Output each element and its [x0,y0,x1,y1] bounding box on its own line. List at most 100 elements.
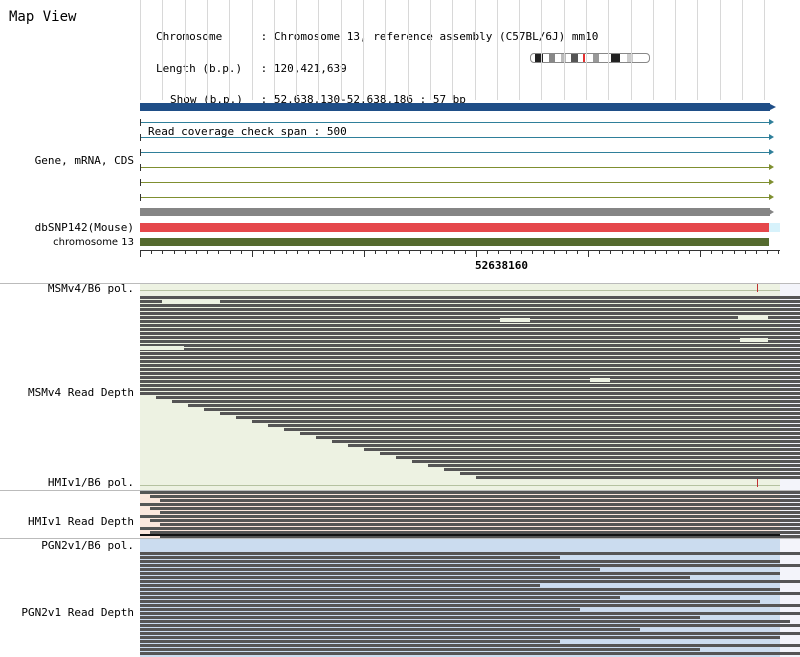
read-gap [500,318,530,322]
ruler-tick [196,250,197,254]
grid-line [318,0,319,100]
read-line [140,384,800,387]
read-line [140,316,800,319]
read-line [300,432,800,435]
read-line [140,328,800,331]
ruler-tick [263,250,264,254]
read-line [236,416,800,419]
read-gap [590,378,610,382]
gene-arrow [770,104,776,110]
read-line [140,515,800,518]
ruler-tick [700,250,701,257]
read-line [160,535,800,538]
ruler-tick [610,250,611,254]
track-label-hmi-pol[interactable]: HMIv1/B6 pol. [47,476,134,489]
grid-line [252,0,253,100]
ruler-tick [722,250,723,254]
read-line [380,452,800,455]
read-line [140,584,540,587]
ruler-tick [218,250,219,254]
region-info: Chromosome : Chromosome 13, reference as… [148,30,599,138]
read-line [140,340,800,343]
grid-line [296,0,297,100]
ruler-tick [778,250,779,254]
read-line [316,436,800,439]
read-line [156,396,800,399]
grid-line [497,0,498,100]
grid-line [564,0,565,100]
ruler-tick [543,250,544,254]
gene-bar [140,103,770,111]
ruler-tick [207,250,208,254]
track-label-msm-depth[interactable]: MSMv4 Read Depth [28,386,134,399]
ruler-center-label: 52638160 [475,259,528,272]
read-line [140,332,800,335]
read-line [140,612,800,615]
read-line [140,372,800,375]
read-line [140,300,800,303]
track-label-pgn-depth[interactable]: PGN2v1 Read Depth [21,606,134,619]
read-line [140,348,800,351]
read-line [140,616,700,619]
read-line [150,495,800,498]
transcript-arrow [769,179,774,185]
read-line [140,360,800,363]
grid-line [608,0,609,100]
ruler-tick [330,250,331,254]
grid-line [274,0,275,100]
transcript-line [140,137,770,138]
ruler-axis [140,250,780,251]
grid-line [162,0,163,100]
ruler-tick [353,250,354,254]
read-line [160,499,800,502]
read-line [140,352,800,355]
read-line [428,464,800,467]
track-separator [0,283,800,284]
grid-line [675,0,676,100]
read-line [140,324,800,327]
ruler-tick [734,250,735,254]
read-line [140,388,800,391]
track-label-gene[interactable]: Gene, mRNA, CDS [34,154,134,167]
read-line [140,652,800,655]
ruler-tick [767,250,768,254]
ruler-tick [230,250,231,254]
read-line [140,336,800,339]
read-line [140,564,800,567]
track-label-msm-pol[interactable]: MSMv4/B6 pol. [47,282,134,295]
read-line [252,420,800,423]
ruler-tick [554,250,555,254]
track-label-dbsnp[interactable]: dbSNP142(Mouse) [34,221,134,234]
read-line [268,424,800,427]
read-line [140,640,560,643]
chromosome-ideogram[interactable] [530,53,650,63]
ruler-tick [409,250,410,254]
ruler-tick [689,250,690,254]
grid-line [430,0,431,100]
read-line [140,356,800,359]
ruler-tick [711,250,712,254]
show-value: 52,638,130-52,638,186 : 57 bp [273,93,466,106]
read-line [150,507,800,510]
track-label-pgn-pol[interactable]: PGN2v1/B6 pol. [41,539,134,552]
read-line [140,608,580,611]
ruler-tick [375,250,376,254]
pol-marker [757,479,758,487]
read-line [140,296,800,299]
grid-line [631,0,632,100]
ruler-tick [297,250,298,254]
pol-track-line [140,485,780,486]
track-label-hmi-depth[interactable]: HMIv1 Read Depth [28,515,134,528]
read-line [476,476,800,479]
ruler-tick [252,250,253,257]
transcript-line [140,122,770,123]
transcript-start [140,149,141,156]
ruler-tick [364,250,365,257]
chromosome-bar [140,238,769,246]
read-line [140,556,560,559]
read-line [140,636,780,639]
read-line [140,368,800,371]
ideogram-position-marker [583,54,585,62]
page-title: Map View [9,9,77,25]
track-label-chromosome[interactable]: chromosome 13 [53,237,134,248]
